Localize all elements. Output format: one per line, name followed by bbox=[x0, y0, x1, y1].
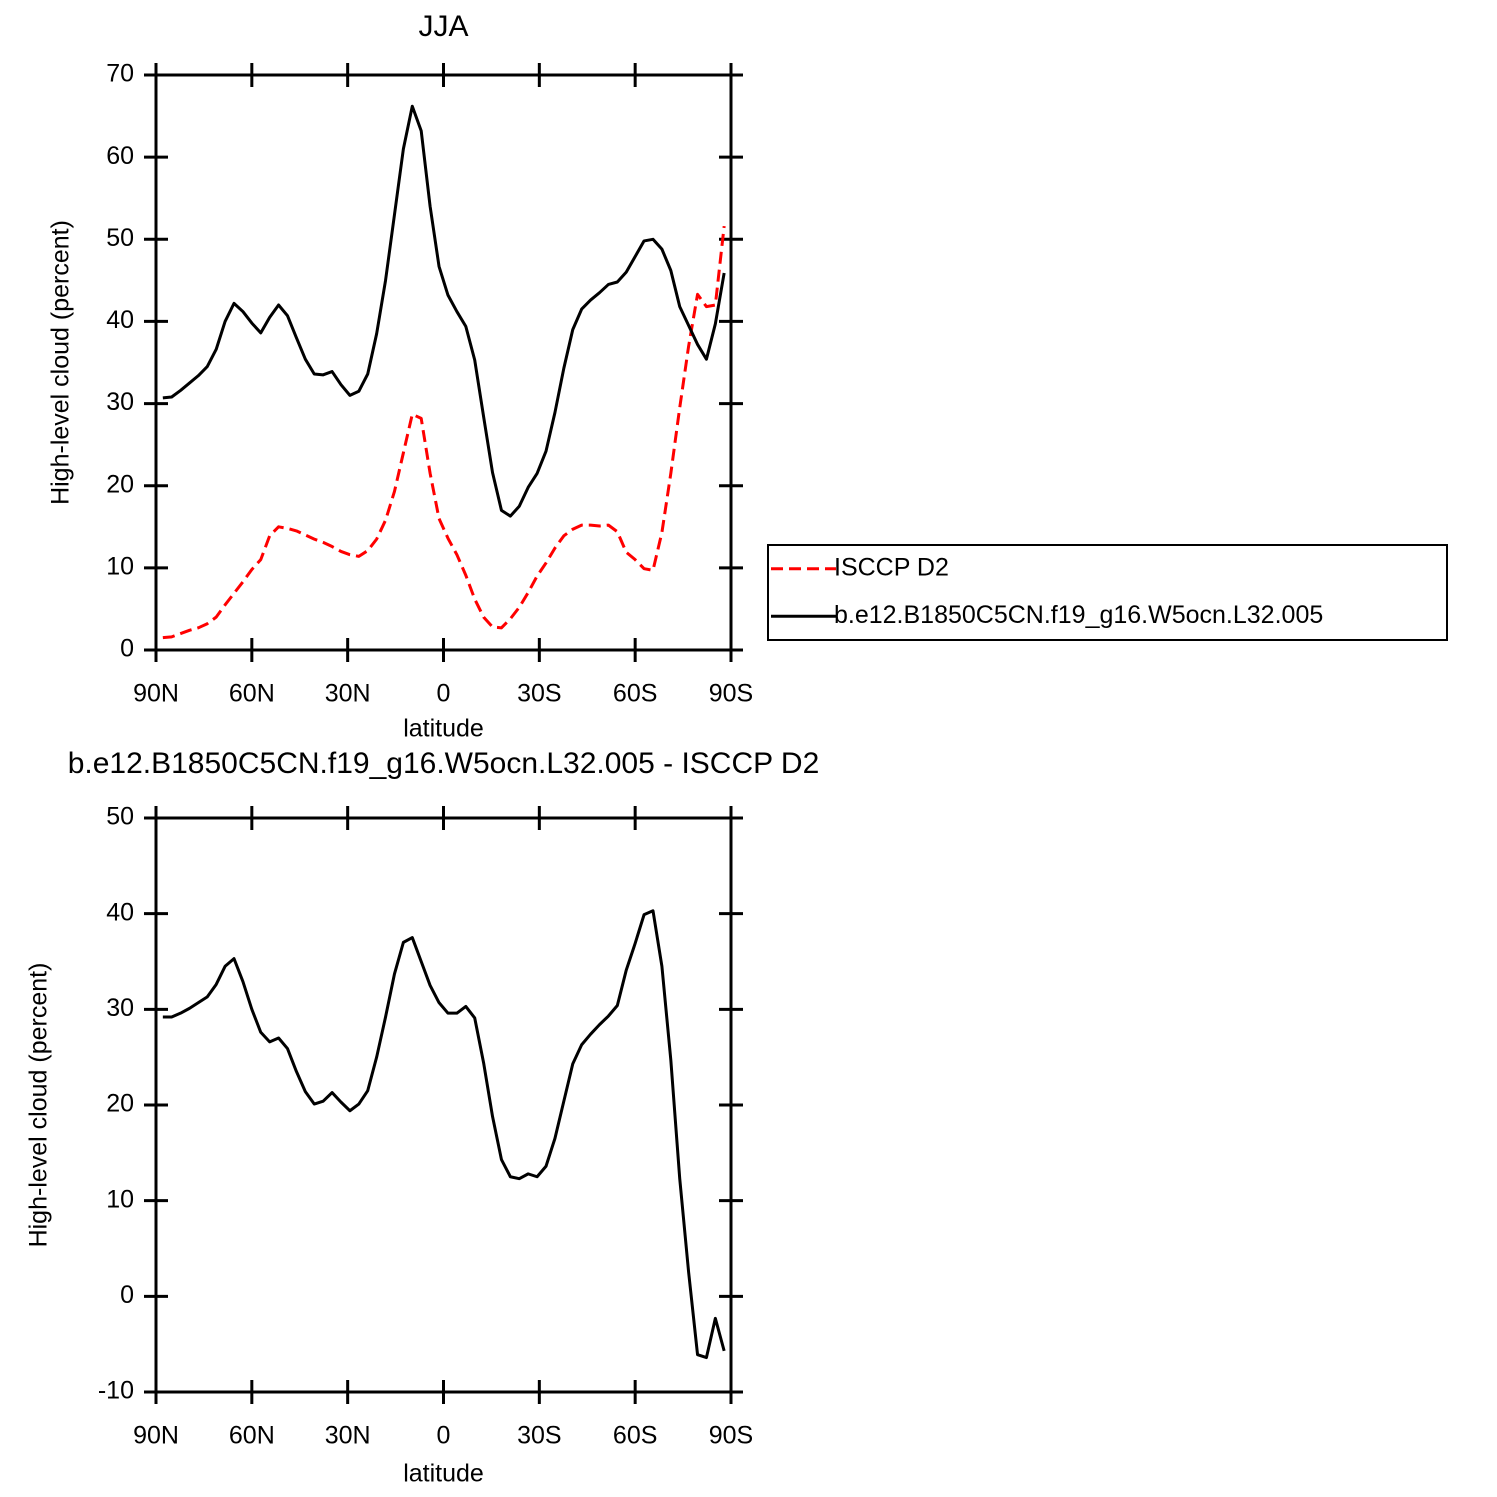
x-tick-label: 90S bbox=[709, 680, 753, 708]
chart-title: JJA bbox=[418, 10, 468, 43]
legend-label: ISCCP D2 bbox=[834, 553, 949, 581]
data-line bbox=[162, 104, 726, 518]
y-tick-label: 10 bbox=[106, 552, 134, 580]
x-tick-label: 0 bbox=[437, 1422, 451, 1450]
y-axis-label: High-level cloud (percent) bbox=[25, 963, 53, 1248]
plot-frame bbox=[154, 816, 733, 1394]
x-axis-label: latitude bbox=[403, 1460, 484, 1488]
x-tick-label: 90N bbox=[133, 1422, 179, 1450]
y-tick-label: 40 bbox=[106, 306, 134, 334]
x-tick-label: 60S bbox=[613, 1422, 657, 1450]
data-line bbox=[162, 909, 726, 1360]
y-tick-label: -10 bbox=[98, 1377, 134, 1405]
chart-title: b.e12.B1850C5CN.f19_g16.W5ocn.L32.005 - … bbox=[68, 747, 820, 780]
data-line bbox=[162, 225, 726, 640]
y-tick-label: 50 bbox=[106, 224, 134, 252]
x-tick-label: 90N bbox=[133, 680, 179, 708]
y-tick-label: 20 bbox=[106, 470, 134, 498]
y-tick-label: 40 bbox=[106, 898, 134, 926]
x-tick-label: 30S bbox=[517, 680, 561, 708]
x-tick-label: 60N bbox=[229, 680, 275, 708]
x-tick-label: 0 bbox=[437, 680, 451, 708]
y-tick-label: 10 bbox=[106, 1185, 134, 1213]
x-tick-label: 30N bbox=[325, 1422, 371, 1450]
x-axis-label: latitude bbox=[403, 715, 484, 743]
y-tick-label: 60 bbox=[106, 142, 134, 170]
x-tick-label: 60N bbox=[229, 1422, 275, 1450]
y-tick-label: 0 bbox=[120, 1281, 134, 1309]
legend-label: b.e12.B1850C5CN.f19_g16.W5ocn.L32.005 bbox=[834, 601, 1323, 629]
legend-box bbox=[767, 544, 1448, 641]
y-tick-label: 0 bbox=[120, 635, 134, 663]
x-tick-label: 30N bbox=[325, 680, 371, 708]
plot-frame bbox=[154, 73, 733, 652]
y-axis-label: High-level cloud (percent) bbox=[47, 220, 75, 505]
y-tick-label: 70 bbox=[106, 60, 134, 88]
x-tick-label: 30S bbox=[517, 1422, 561, 1450]
y-tick-label: 50 bbox=[106, 803, 134, 831]
y-tick-label: 20 bbox=[106, 1090, 134, 1118]
x-tick-label: 60S bbox=[613, 680, 657, 708]
x-tick-label: 90S bbox=[709, 1422, 753, 1450]
y-tick-label: 30 bbox=[106, 388, 134, 416]
y-tick-label: 30 bbox=[106, 994, 134, 1022]
